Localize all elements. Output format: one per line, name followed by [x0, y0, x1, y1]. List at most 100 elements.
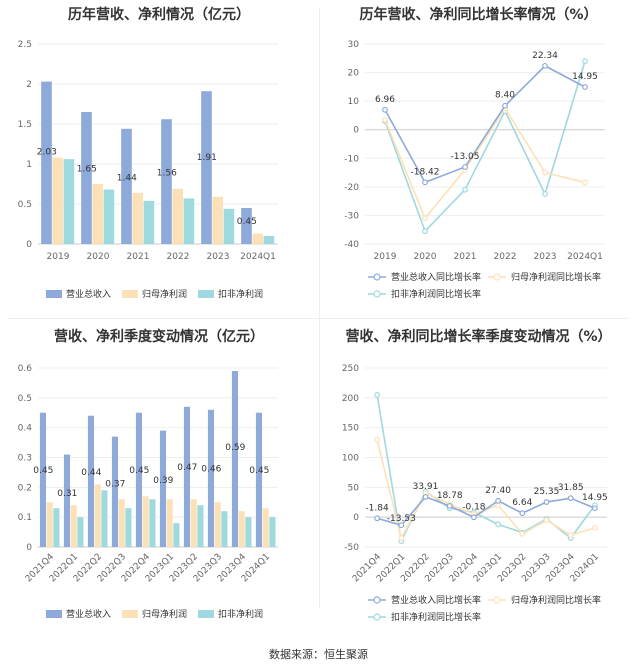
bar-net-profit	[46, 502, 53, 547]
point-revenue	[543, 499, 550, 505]
point-net-profit	[543, 517, 550, 524]
bar-net-profit	[190, 499, 197, 547]
bar-net-profit	[70, 505, 77, 547]
bar-revenue	[135, 412, 143, 547]
y-tick-label: 0	[26, 240, 32, 250]
y-tick-label: 0.5	[18, 394, 32, 404]
x-tick-label: 2024Q1	[240, 252, 276, 262]
legend-label: 扣非净利润	[218, 288, 263, 300]
x-tick-label: 2020	[414, 252, 437, 262]
legend-label: 归母净利润同比增长率	[511, 271, 601, 283]
bar-net-profit	[52, 157, 63, 244]
bar-revenue	[81, 112, 92, 244]
bar-revenue	[39, 412, 47, 547]
series-line-deducted-profit	[384, 60, 586, 233]
point-revenue	[502, 102, 508, 109]
y-tick-label: 100	[342, 454, 359, 464]
legend-label: 归母净利润同比增长率	[511, 594, 601, 606]
horizontal-divider	[8, 318, 629, 319]
quarterly-revenue-profit-chart: 营收、净利季度变动情况（亿元） 0 0.1 0.2 0.3 0.4 0.5 0.6 2021Q…	[0, 320, 318, 640]
y-tick-label: 0	[353, 126, 359, 136]
point-deducted-profit	[462, 186, 468, 193]
legend-label: 营业总收入同比增长率	[391, 271, 481, 283]
data-label: 2.03	[37, 148, 57, 158]
y-tick-label: 10	[348, 97, 360, 107]
point-revenue	[422, 179, 428, 186]
data-label: 31.85	[558, 483, 584, 493]
bar-deducted-profit	[103, 189, 115, 244]
legend-swatch-revenue	[46, 610, 62, 618]
legend-label: 归母净利润	[142, 608, 187, 620]
point-revenue	[398, 522, 405, 529]
data-label: 18.78	[437, 491, 463, 501]
bar-net-profit	[172, 188, 183, 244]
bar-revenue	[87, 415, 95, 547]
y-tick-label: 0	[26, 543, 32, 553]
point-deducted-profit	[542, 191, 548, 197]
bar-revenue	[255, 412, 263, 547]
bar-revenue	[183, 406, 191, 547]
point-revenue	[519, 510, 526, 517]
y-tick-label: -40	[344, 240, 359, 250]
data-label: -0.18	[462, 502, 486, 512]
x-tick-label: 2022	[167, 252, 190, 262]
bar-revenue	[241, 208, 252, 244]
y-tick-label: 1.5	[18, 120, 32, 130]
point-net-profit	[382, 116, 388, 123]
legend-label: 扣非净利润	[218, 608, 263, 620]
y-tick-label: 0.5	[18, 200, 32, 210]
x-tick-label: 2020	[87, 252, 110, 262]
legend-marker-deducted-profit	[373, 290, 381, 298]
y-tick-label: -20	[344, 183, 359, 193]
bar-net-profit	[238, 511, 245, 547]
legend-label: 扣非净利润同比增长率	[391, 288, 481, 300]
bar-net-profit	[132, 192, 143, 244]
data-label: 1.91	[197, 153, 217, 163]
bar-revenue	[231, 370, 239, 547]
y-tick-label: 0.1	[18, 513, 32, 523]
legend-swatch-net-profit	[122, 610, 138, 618]
legend-swatch-net-profit	[122, 290, 138, 298]
x-tick-label: 2021	[127, 252, 150, 262]
y-tick-label: 200	[342, 394, 359, 404]
point-revenue	[374, 515, 380, 522]
chart-svg: -500501001502002502021Q42022Q12022Q22022…	[342, 364, 608, 623]
bar-deducted-profit	[63, 159, 75, 244]
x-tick-label: 2023	[534, 252, 557, 262]
point-net-profit	[592, 525, 598, 531]
bar-deducted-profit	[263, 236, 275, 244]
data-label: 0.45	[237, 217, 257, 227]
y-tick-label: 50	[348, 483, 360, 493]
data-label: 0.45	[129, 466, 149, 476]
y-tick-label: 0.3	[18, 454, 32, 464]
bar-revenue	[121, 128, 132, 244]
point-net-profit	[422, 215, 428, 222]
legend-swatch-revenue	[46, 290, 62, 298]
y-tick-label: -50	[344, 543, 359, 553]
point-deducted-profit	[422, 228, 428, 235]
y-tick-label: 20	[348, 69, 360, 79]
annual-revenue-profit-chart: 历年营收、净利情况（亿元） 0 0.5 1 1.5 2 2.5 2019 2020 2021 20…	[0, 0, 318, 318]
legend-marker-net-profit	[493, 273, 501, 281]
x-tick-label: 2024Q1	[567, 252, 603, 262]
chart-title: 历年营收、净利情况（亿元）	[68, 7, 250, 23]
bar-revenue	[207, 409, 215, 547]
bar-net-profit	[94, 484, 101, 547]
legend-swatch-deducted-profit	[198, 610, 214, 618]
legend-label: 归母净利润	[142, 288, 187, 300]
data-label: 0.39	[153, 476, 173, 486]
chart-svg: 0 0.5 1 1.5 2 2.5 2019 2020 2021 2022 2023 2024Q1 2.…	[18, 40, 278, 300]
y-tick-label: 30	[348, 40, 360, 50]
point-net-profit	[519, 530, 526, 537]
series-line-net-profit	[384, 106, 586, 220]
bar-net-profit	[252, 233, 263, 244]
x-tick-label: 2021	[454, 252, 477, 262]
data-label: -13.53	[387, 514, 416, 524]
y-tick-label: 2.5	[18, 40, 32, 50]
bar-deducted-profit	[223, 208, 235, 244]
data-label: 6.64	[512, 498, 532, 508]
data-label: 22.34	[532, 51, 558, 61]
point-revenue	[592, 505, 598, 512]
data-label: 27.40	[485, 486, 511, 496]
data-label: -13.05	[450, 152, 479, 162]
